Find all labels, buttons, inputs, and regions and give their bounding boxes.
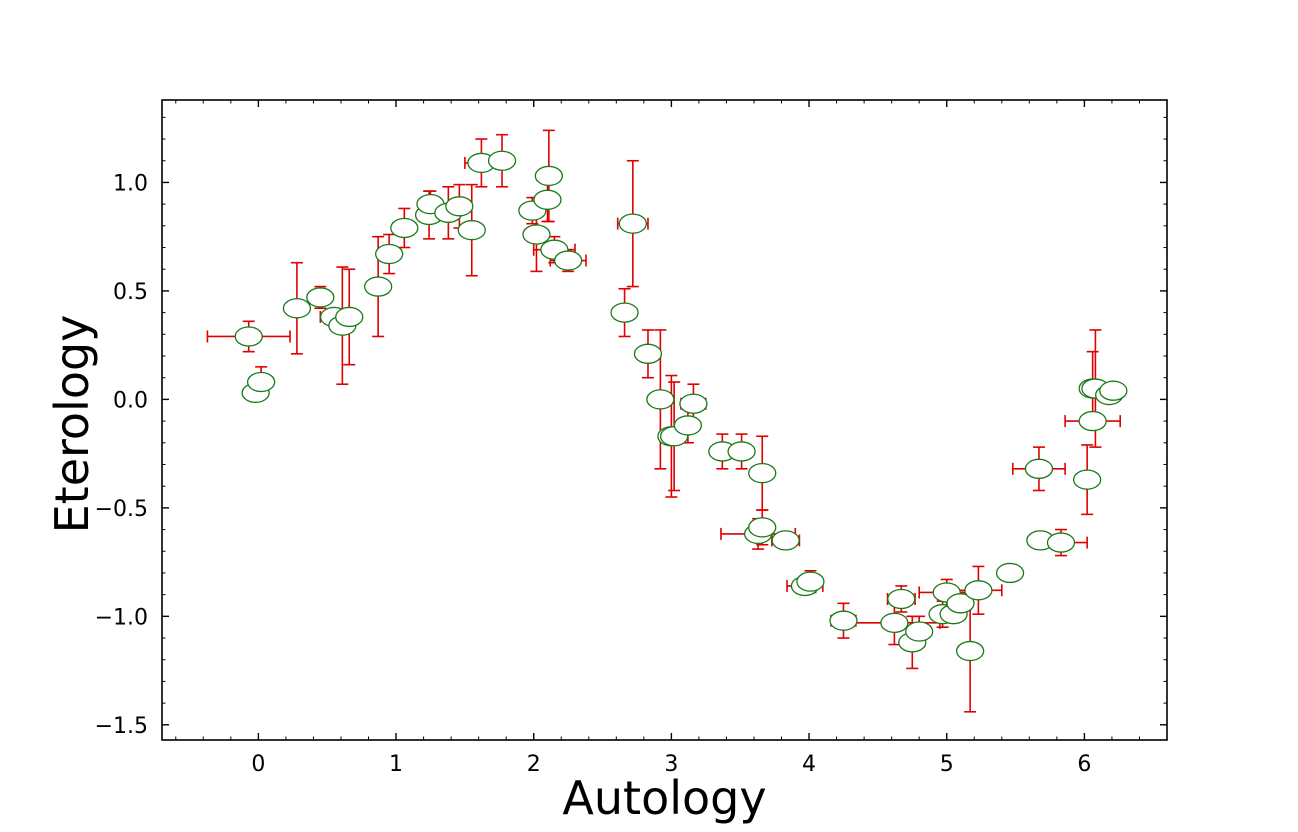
y-tick-label: 0.5 (113, 280, 148, 305)
data-point (946, 593, 975, 614)
data-point (646, 389, 675, 410)
x-tick-label: 2 (527, 752, 541, 777)
y-tick-label: 0.0 (113, 388, 148, 413)
data-point (964, 580, 993, 601)
y-tick-label: −1.5 (95, 714, 148, 739)
data-point (727, 441, 756, 462)
data-point (905, 621, 934, 642)
data-point (533, 189, 562, 210)
data-point (748, 517, 777, 538)
data-point (375, 243, 404, 265)
tick-layer (162, 100, 1168, 740)
data-point (335, 306, 364, 328)
data-point (306, 287, 335, 308)
data-point (1099, 380, 1128, 401)
y-tick-label: −0.5 (95, 497, 148, 522)
data-point (445, 196, 474, 217)
x-tick-label: 4 (802, 752, 816, 777)
data-point (1024, 458, 1054, 479)
data-point (363, 276, 393, 297)
data-point (1073, 469, 1102, 490)
data-point (748, 463, 777, 484)
data-point (553, 250, 583, 271)
y-tick-label: 1.0 (113, 171, 148, 196)
data-point (887, 588, 916, 610)
data-point (522, 224, 551, 245)
data-point (1046, 532, 1076, 553)
data-point (390, 217, 419, 239)
data-point (673, 415, 703, 436)
data-point (955, 640, 985, 662)
x-tick-label: 0 (251, 752, 265, 777)
data-point (618, 213, 647, 234)
marker-layer (234, 150, 1128, 662)
data-point (487, 150, 517, 171)
data-point (610, 302, 639, 323)
data-point (796, 571, 825, 592)
x-tick-label: 1 (389, 752, 403, 777)
x-tick-label: 5 (940, 752, 954, 777)
data-point (995, 562, 1025, 584)
x-tick-label: 6 (1077, 752, 1091, 777)
tick-label-layer: 0 1 2 3 4 5 6 −1.5 −1.0 −0.5 0.0 0.5 1.0 (95, 171, 1092, 777)
data-point (679, 393, 708, 414)
data-point (771, 530, 800, 551)
data-point (829, 610, 858, 631)
y-axis-title: Eterology (45, 315, 99, 534)
data-point (457, 220, 486, 241)
data-point (633, 343, 663, 364)
errorbar-layer (206, 129, 1121, 713)
x-tick-label: 3 (664, 752, 678, 777)
data-point (880, 612, 909, 633)
x-axis-title: Autology (562, 771, 766, 825)
data-point (1078, 410, 1107, 432)
plot-frame (161, 99, 1168, 741)
data-point (234, 326, 263, 347)
data-point (282, 298, 312, 319)
y-tick-label: −1.0 (95, 605, 148, 630)
data-point (246, 371, 276, 393)
data-point (534, 165, 564, 187)
